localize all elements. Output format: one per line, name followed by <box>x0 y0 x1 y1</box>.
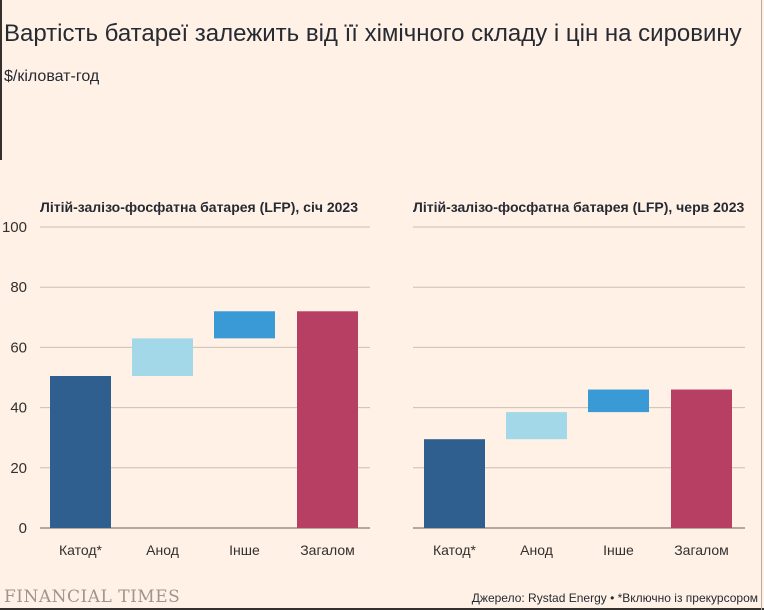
y-tick-label-40: 40 <box>10 400 27 417</box>
panel-1-subtitle: Літій-залізо-фосфатна батарея (LFP), січ… <box>40 199 358 215</box>
ft-logo: FINANCIAL TIMES <box>4 587 181 607</box>
y-tick-label-60: 60 <box>10 339 27 356</box>
y-tick-label-0: 0 <box>19 520 27 537</box>
panel-2-bar-1 <box>424 439 485 528</box>
panel-1-bar-4 <box>297 311 358 528</box>
unit-label: $/кіловат-год <box>4 68 100 85</box>
panel-1-bar-1 <box>50 375 111 528</box>
waterfall-charts: Літій-залізо-фосфатна батарея (LFP), січ… <box>2 199 745 558</box>
frame-left-border <box>0 0 2 160</box>
panel-2-bar-2 <box>506 412 567 440</box>
panel-2-bar-4 <box>671 389 732 528</box>
panel-1-x-tick-label-2: Анод <box>146 542 179 558</box>
frame-bottom-border <box>0 608 764 610</box>
panel-2-x-tick-label-2: Анод <box>520 542 553 558</box>
panel-2-x-tick-label-4: Загалом <box>674 542 729 558</box>
chart-title: Вартість батареї залежить від її хімічно… <box>4 20 742 47</box>
y-tick-label-100: 100 <box>2 219 27 236</box>
frame-right-border <box>761 0 762 610</box>
y-tick-label-80: 80 <box>10 279 27 296</box>
y-tick-label-20: 20 <box>10 460 27 477</box>
panel-2-bar-3 <box>588 389 649 413</box>
panel-1-x-tick-label-4: Загалом <box>300 542 355 558</box>
panel-1-x-tick-label-3: Інше <box>229 542 260 558</box>
panel-2-subtitle: Літій-залізо-фосфатна батарея (LFP), чер… <box>413 199 744 215</box>
panel-2-x-tick-label-1: Катод* <box>433 542 477 558</box>
panel-1-x-tick-label-1: Катод* <box>59 542 103 558</box>
panel-2-x-tick-label-3: Інше <box>603 542 634 558</box>
panel-1-bar-3 <box>214 311 275 339</box>
panel-1-bar-2 <box>132 338 193 376</box>
source-note: Джерело: Rystad Energy • *Включно із пре… <box>471 591 758 605</box>
